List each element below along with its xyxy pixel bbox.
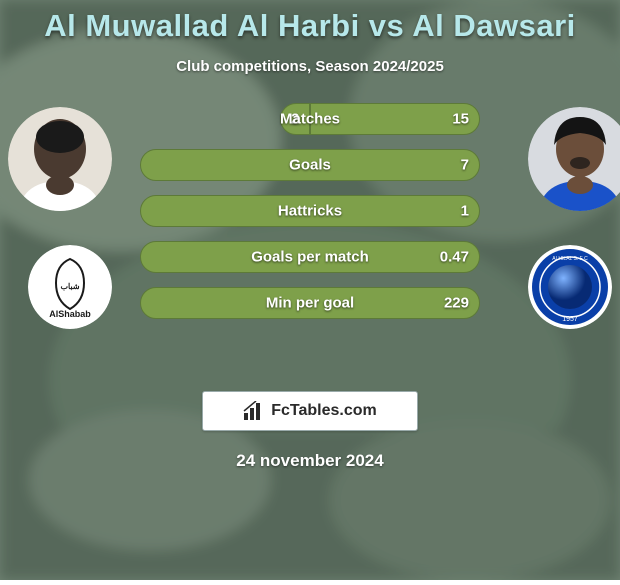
page-title: Al Muwallad Al Harbi vs Al Dawsari [44, 8, 576, 44]
player-right-avatar [528, 107, 620, 211]
stat-row: 229 Min per goal [140, 287, 480, 319]
svg-text:1957: 1957 [562, 316, 578, 323]
comparison-panel: شباب AlShabab ALHILAL S. F C 1957 [0, 103, 620, 373]
bar-chart-icon [243, 401, 265, 421]
player-left-avatar [8, 107, 112, 211]
stat-name: Goals per match [251, 249, 369, 266]
svg-text:AlShabab: AlShabab [49, 309, 91, 319]
stat-row: 0.47 Goals per match [140, 241, 480, 273]
stat-right-value: 1 [461, 203, 469, 220]
stat-right-value: 7 [461, 157, 469, 174]
stat-row: 215Matches [140, 103, 480, 135]
svg-text:ALHILAL S. F C: ALHILAL S. F C [552, 256, 588, 262]
page-subtitle: Club competitions, Season 2024/2025 [176, 58, 444, 75]
brand-badge[interactable]: FcTables.com [202, 391, 418, 431]
stat-right-value: 15 [452, 111, 469, 128]
brand-text: FcTables.com [271, 402, 377, 420]
stat-name: Min per goal [266, 295, 354, 312]
stat-bars: 215Matches7Goals1Hattricks0.47Goals per … [140, 103, 480, 319]
stat-name: Goals [289, 157, 331, 174]
club-left-logo: شباب AlShabab [28, 245, 112, 329]
stat-right-value: 229 [444, 295, 469, 312]
stat-row: 7 Goals [140, 149, 480, 181]
club-right-logo: ALHILAL S. F C 1957 [528, 245, 612, 329]
svg-text:شباب: شباب [60, 282, 79, 291]
stat-name: Matches [280, 111, 340, 128]
stat-right-value: 0.47 [440, 249, 469, 266]
date-label: 24 november 2024 [236, 451, 383, 471]
stat-row: 1 Hattricks [140, 195, 480, 227]
stat-name: Hattricks [278, 203, 342, 220]
